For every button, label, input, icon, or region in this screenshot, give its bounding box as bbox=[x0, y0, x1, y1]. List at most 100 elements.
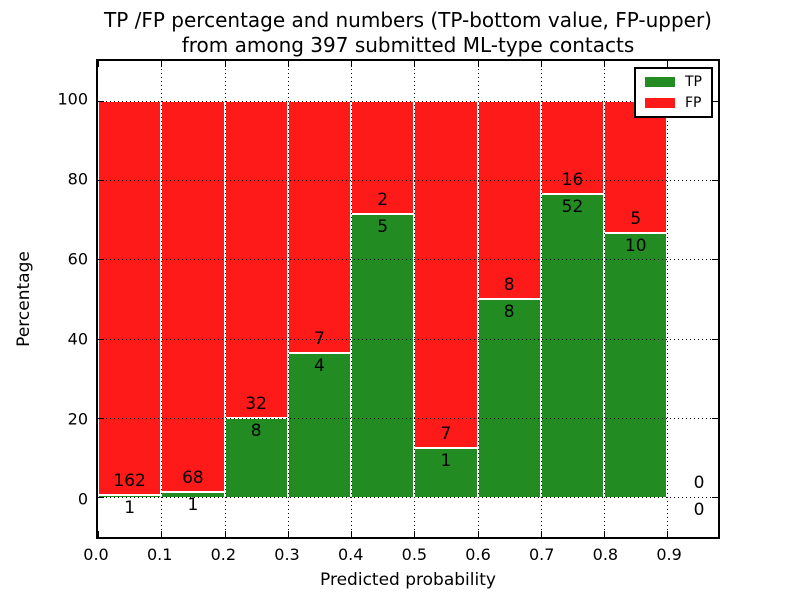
chart-title-line1: TP /FP percentage and numbers (TP-bottom… bbox=[104, 8, 712, 32]
bar-tp-segment bbox=[604, 232, 668, 498]
tp-count-label: 10 bbox=[624, 235, 647, 256]
y-axis-label: Percentage bbox=[14, 251, 34, 347]
x-tick-mark bbox=[98, 531, 99, 537]
x-tick-label: 0.7 bbox=[528, 545, 555, 564]
legend-label: FP bbox=[685, 95, 702, 111]
x-axis-label: Predicted probability bbox=[320, 570, 496, 590]
x-tick-label: 0.8 bbox=[592, 545, 619, 564]
tp-count-label: 8 bbox=[503, 302, 515, 322]
tp-count-label: 5 bbox=[377, 217, 389, 237]
vertical-gridline bbox=[287, 61, 289, 537]
x-tick-mark bbox=[540, 531, 542, 537]
x-tick-label: 0.4 bbox=[337, 545, 364, 564]
fp-count-label: 16 bbox=[561, 170, 584, 190]
tp-count-label: 0 bbox=[693, 500, 705, 521]
x-tick-mark bbox=[414, 531, 416, 537]
tp-count-label: 1 bbox=[440, 450, 452, 471]
y-tick-mark bbox=[712, 497, 718, 499]
chart-title: TP /FP percentage and numbers (TP-bottom… bbox=[96, 8, 720, 58]
x-tick-mark bbox=[667, 531, 669, 537]
y-tick-mark bbox=[98, 100, 104, 102]
bar-tp-segment bbox=[540, 194, 605, 498]
bar-tp-segment bbox=[224, 418, 288, 498]
x-tick-mark bbox=[287, 531, 289, 537]
bar-fp-segment bbox=[604, 100, 668, 233]
horizontal-gridline bbox=[98, 497, 718, 499]
x-tick-label: 0.9 bbox=[656, 545, 682, 564]
x-tick-label: 0.5 bbox=[401, 545, 428, 564]
x-tick-mark bbox=[540, 61, 542, 67]
x-tick-mark bbox=[604, 531, 606, 537]
legend-label: TP bbox=[685, 74, 702, 90]
fp-count-label: 2 bbox=[377, 190, 389, 210]
bar-fp-segment bbox=[414, 100, 478, 448]
x-tick-label: 0.3 bbox=[274, 545, 300, 564]
x-tick-mark bbox=[667, 61, 669, 67]
x-tick-mark bbox=[477, 531, 479, 537]
vertical-gridline bbox=[667, 61, 669, 537]
bar-fp-segment bbox=[477, 100, 541, 299]
tp-legend-swatch-icon bbox=[645, 77, 675, 87]
x-tick-label: 0.2 bbox=[210, 545, 237, 564]
x-tick-mark bbox=[161, 531, 163, 537]
y-tick-mark bbox=[98, 180, 104, 181]
fp-count-label: 162 bbox=[113, 470, 146, 491]
x-tick-mark bbox=[351, 531, 353, 537]
bar-tp-segment bbox=[98, 494, 162, 498]
fp-legend-swatch-icon bbox=[645, 98, 675, 108]
plot-area: TP FP 162 1 68 1 32 8 7 4 2 5 7 1 8 8 16 52 5 10 0 0 bbox=[96, 59, 720, 539]
x-tick-mark bbox=[161, 61, 163, 67]
y-tick-label: 20 bbox=[67, 409, 88, 429]
fp-count-label: 5 bbox=[630, 208, 642, 229]
x-tick-mark bbox=[604, 61, 606, 67]
horizontal-gridline bbox=[98, 418, 718, 419]
vertical-gridline bbox=[477, 61, 479, 537]
bar-fp-segment bbox=[224, 100, 288, 418]
vertical-gridline bbox=[540, 61, 542, 537]
horizontal-gridline bbox=[98, 180, 718, 181]
horizontal-gridline bbox=[98, 259, 718, 261]
x-tick-mark bbox=[477, 61, 479, 67]
y-tick-mark bbox=[98, 338, 104, 340]
bar-fp-segment bbox=[540, 100, 605, 194]
y-tick-label: 40 bbox=[67, 329, 88, 349]
y-tick-mark bbox=[712, 100, 718, 102]
fp-count-label: 32 bbox=[245, 394, 267, 414]
y-tick-mark bbox=[98, 418, 104, 419]
y-tick-mark bbox=[712, 259, 718, 261]
x-tick-mark bbox=[224, 531, 226, 537]
bar-fp-segment bbox=[287, 100, 352, 354]
fp-count-label: 7 bbox=[440, 423, 452, 444]
x-tick-mark bbox=[224, 61, 226, 67]
bar-tp-segment bbox=[287, 353, 352, 498]
legend-item: FP bbox=[645, 96, 702, 110]
x-tick-mark bbox=[98, 61, 99, 67]
x-tick-mark bbox=[414, 61, 416, 67]
bar-tp-segment bbox=[351, 214, 415, 498]
vertical-gridline bbox=[351, 61, 353, 537]
bar-fp-segment bbox=[161, 100, 225, 492]
horizontal-gridline bbox=[98, 100, 718, 102]
y-tick-mark bbox=[712, 418, 718, 419]
x-tick-label: 0.1 bbox=[146, 545, 173, 564]
tp-count-label: 1 bbox=[187, 494, 199, 515]
y-tick-label: 60 bbox=[67, 249, 88, 269]
tp-count-label: 4 bbox=[314, 356, 325, 377]
vertical-gridline bbox=[414, 61, 416, 537]
y-tick-mark bbox=[98, 497, 104, 499]
vertical-gridline bbox=[604, 61, 606, 537]
legend: TP FP bbox=[634, 67, 713, 118]
y-tick-mark bbox=[712, 180, 718, 181]
x-tick-label: 0.0 bbox=[83, 545, 109, 564]
fp-count-label: 8 bbox=[503, 275, 515, 295]
tp-count-label: 52 bbox=[561, 197, 584, 217]
legend-item: TP bbox=[645, 75, 702, 89]
bar-tp-segment bbox=[477, 299, 541, 498]
horizontal-gridline bbox=[98, 338, 718, 340]
bar-fp-segment bbox=[98, 100, 162, 495]
x-tick-label: 0.6 bbox=[465, 545, 491, 564]
fp-count-label: 68 bbox=[182, 467, 204, 488]
vertical-gridline bbox=[224, 61, 226, 537]
y-tick-label: 80 bbox=[67, 169, 88, 189]
